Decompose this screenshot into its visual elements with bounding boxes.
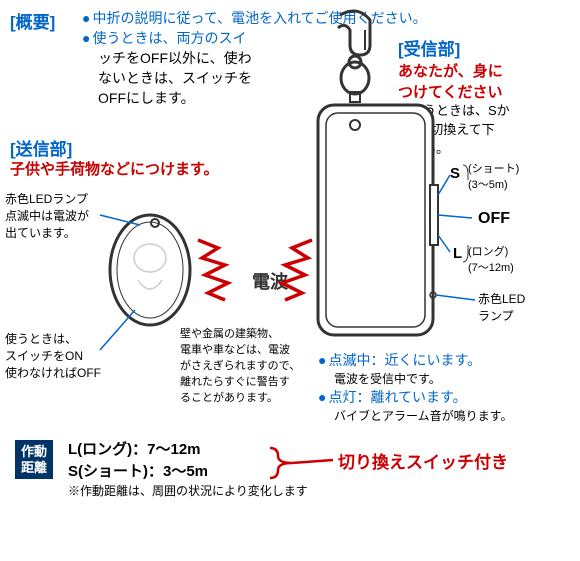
bullet2-line1: 使うときは、両方のスイ xyxy=(82,30,246,46)
receiver-use: 使うときは、Sか Lに切換えて下 さい。 xyxy=(410,100,510,157)
transmitter-led: 赤色LEDランプ 点滅中は電波が 出ています。 xyxy=(5,190,89,241)
light-status2: バイブとアラーム音が鳴ります。 xyxy=(334,409,512,423)
receiver-status: 点滅中：近くにいます。 電波を受信中です。 点灯：離れています。 バイブとアラー… xyxy=(318,350,512,424)
rled2: ランプ xyxy=(478,309,514,323)
blink-status2: 電波を受信中です。 xyxy=(334,372,441,386)
wn5: ることがあります。 xyxy=(180,392,278,404)
sw2: スイッチをON xyxy=(5,349,83,363)
l-label: L xyxy=(453,245,462,262)
l-desc: (ロング) (7～12m) xyxy=(468,243,514,275)
light-status: 点灯：離れています。 xyxy=(318,389,467,405)
led1: 赤色LEDランプ xyxy=(5,192,88,206)
sw3: 使わなければOFF xyxy=(5,366,101,380)
transmitter-subtitle: 子供や手荷物などにつけます。 xyxy=(10,158,219,179)
overview-bullet2: 使うときは、両方のスイ ッチをOFF以外に、使わ ないときは、スイッチを OFF… xyxy=(82,28,252,108)
switch-label: 切り換えスイッチ付き xyxy=(338,448,508,473)
off-label: OFF xyxy=(478,210,510,228)
range-box2: 距離 xyxy=(21,460,47,475)
bullet2-line4: OFFにします。 xyxy=(98,90,195,106)
led2: 点滅中は電波が xyxy=(5,209,89,223)
range-l: L(ロング)：7～12m xyxy=(68,438,201,459)
wn2: 電車や車などは、電波 xyxy=(180,344,290,356)
range-box: 作動 距離 xyxy=(15,440,53,479)
transmitter-title: [送信部] xyxy=(10,135,72,160)
s-desc1: (ショート) xyxy=(468,163,519,175)
l-desc2: (7～12m) xyxy=(468,262,514,274)
blink-status: 点滅中：近くにいます。 xyxy=(318,352,481,368)
receiver-use2: Lに切換えて下 xyxy=(410,122,495,137)
wn1: 壁や金属の建築物、 xyxy=(180,328,279,340)
s-label: S xyxy=(450,165,460,182)
receiver-title: [受信部] xyxy=(398,35,460,60)
s-desc: (ショート) (3～5m) xyxy=(468,160,519,192)
receiver-use1: 使うときは、Sか xyxy=(410,103,510,118)
rled1: 赤色LED xyxy=(478,292,525,306)
range-s: S(ショート)：3～5m xyxy=(68,460,208,481)
receiver-sub1: あなたが、身に xyxy=(398,63,503,80)
receiver-led: 赤色LED ランプ xyxy=(478,290,525,324)
overview-title: [概要] xyxy=(10,8,55,33)
l-desc1: (ロング) xyxy=(468,246,508,258)
wave-note: 壁や金属の建築物、 電車や車などは、電波 がさえぎられますので、 離れたらすぐに… xyxy=(180,325,300,405)
wn4: 離れたらすぐに警告す xyxy=(180,376,290,388)
sw1: 使うときは、 xyxy=(5,332,77,346)
bullet2-line2: ッチをOFF以外に、使わ xyxy=(98,50,252,66)
receiver-sub2: つけてください xyxy=(398,84,503,101)
range-note: ※作動距離は、周囲の状況により変化します xyxy=(68,482,308,499)
bullet2-line3: ないときは、スイッチを xyxy=(98,70,252,86)
wave-label: 電波 xyxy=(252,268,288,294)
transmitter-switch: 使うときは、 スイッチをON 使わなければOFF xyxy=(5,330,101,381)
s-desc2: (3～5m) xyxy=(468,179,508,191)
led3: 出ています。 xyxy=(5,226,76,240)
receiver-use3: さい。 xyxy=(410,141,449,156)
wn3: がさえぎられますので、 xyxy=(180,360,300,372)
receiver-subtitle: あなたが、身に つけてください xyxy=(398,60,503,102)
range-box1: 作動 xyxy=(21,444,47,459)
overview-bullet1: 中折の説明に従って、電池を入れてご使用ください。 xyxy=(82,8,427,28)
